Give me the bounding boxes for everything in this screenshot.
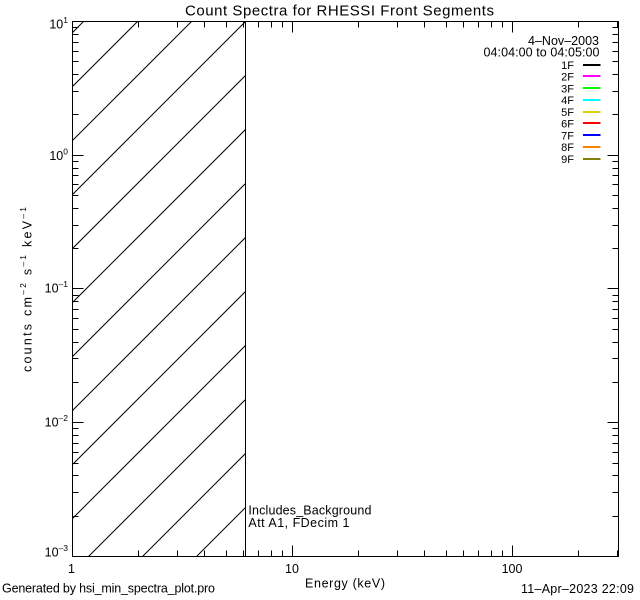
svg-text:8F: 8F xyxy=(561,142,574,154)
svg-text:Generated by hsi_min_spectra_p: Generated by hsi_min_spectra_plot.pro xyxy=(2,582,215,596)
svg-text:Includes_Background: Includes_Background xyxy=(248,504,371,518)
svg-text:1F: 1F xyxy=(561,60,574,72)
svg-text:2F: 2F xyxy=(561,72,574,84)
svg-text:Att A1, FDecim 1: Att A1, FDecim 1 xyxy=(248,516,349,530)
svg-text:Energy (keV): Energy (keV) xyxy=(305,577,385,591)
svg-text:4–Nov–2003: 4–Nov–2003 xyxy=(528,34,599,48)
svg-text:3F: 3F xyxy=(561,83,574,95)
svg-text:5F: 5F xyxy=(561,107,574,119)
svg-text:7F: 7F xyxy=(561,130,574,142)
svg-text:10: 10 xyxy=(285,562,299,576)
svg-text:100: 100 xyxy=(502,562,523,576)
svg-text:1: 1 xyxy=(68,562,75,576)
svg-text:6F: 6F xyxy=(561,119,574,131)
svg-text:Count Spectra for RHESSI Front: Count Spectra for RHESSI Front Segments xyxy=(185,3,494,20)
svg-text:4F: 4F xyxy=(561,95,574,107)
svg-text:11–Apr–2023 22:09: 11–Apr–2023 22:09 xyxy=(521,582,634,596)
svg-text:04:04:00 to 04:05:00: 04:04:00 to 04:05:00 xyxy=(484,46,600,60)
svg-text:9F: 9F xyxy=(561,154,574,166)
